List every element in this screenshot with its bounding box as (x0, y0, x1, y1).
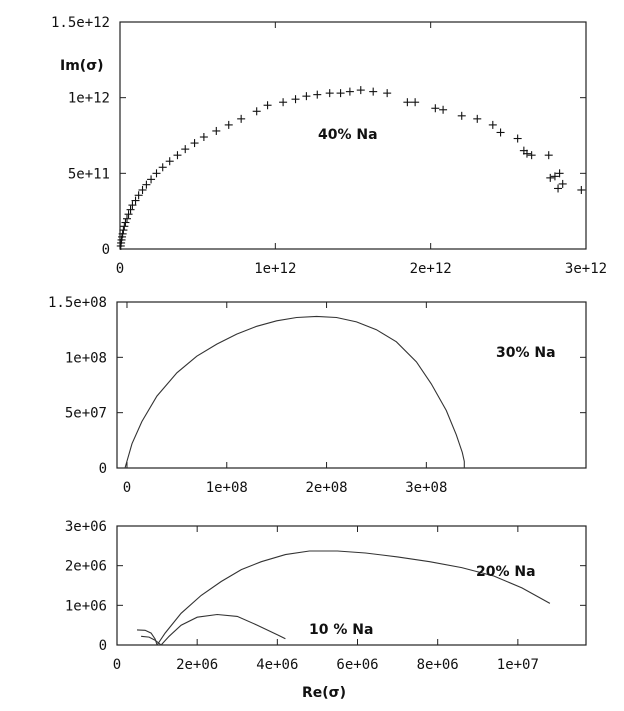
data-point-marker (134, 191, 143, 200)
y-tick-label: 5e+07 (65, 406, 107, 422)
data-point-marker (411, 98, 420, 107)
data-point-marker (124, 210, 133, 219)
x-tick-label: 2e+06 (176, 657, 218, 673)
y-tick-label: 5e+11 (68, 166, 110, 182)
data-point-marker (224, 120, 233, 129)
data-point-marker (165, 157, 174, 166)
x-tick-label: 1e+07 (497, 657, 539, 673)
data-point-marker (152, 169, 161, 178)
data-point-marker (142, 180, 151, 189)
x-tick-label: 1e+12 (254, 261, 296, 277)
data-point-marker (126, 205, 135, 214)
data-point-marker (383, 89, 392, 98)
data-point-marker (158, 163, 167, 172)
data-point-marker (302, 92, 311, 101)
x-tick-label: 0 (123, 480, 131, 496)
y-tick-label: 0 (99, 638, 107, 654)
data-point-marker (439, 105, 448, 114)
y-tick-label: 1e+12 (68, 91, 110, 107)
data-point-marker (119, 226, 128, 235)
data-point-marker (457, 111, 466, 120)
x-tick-label: 6e+06 (336, 657, 378, 673)
data-point-marker (279, 98, 288, 107)
panel-middle: 0 5e+07 1e+08 1.5e+08 0 1e+08 2e+08 3e+08 30% … (48, 295, 587, 496)
data-point-marker (128, 201, 137, 210)
data-point-marker (237, 114, 246, 123)
data-point-marker (513, 134, 522, 143)
plot-frame-top (119, 21, 587, 250)
annotation-40-na: 40% Na (318, 127, 378, 143)
data-point-marker (263, 101, 272, 110)
x-tick-label: 4e+06 (256, 657, 298, 673)
data-point-marker (555, 169, 564, 178)
data-point-marker (118, 229, 127, 238)
data-point-marker (431, 104, 440, 113)
x-tick-label: 0 (113, 657, 121, 673)
series-line-20-na-low-arc (136, 629, 158, 646)
y-tick-label: 3e+06 (65, 519, 107, 535)
data-point-marker (212, 126, 221, 135)
data-point-marker (488, 120, 497, 129)
data-point-marker (527, 151, 536, 160)
data-point-marker (120, 222, 129, 231)
data-point-marker (291, 95, 300, 104)
panel-top: 0 5e+11 1e+12 1.5e+12 0 1e+12 2e+12 3e+12 Im(σ… (51, 15, 607, 277)
x-tick-label: 2e+12 (410, 261, 452, 277)
data-point-marker (356, 86, 365, 95)
series-line-20-na (156, 550, 551, 646)
data-point-marker (122, 214, 131, 223)
x-tick-label: 1e+08 (206, 480, 248, 496)
data-point-marker (325, 89, 334, 98)
x-tick-label: 0 (116, 261, 124, 277)
data-point-marker (336, 89, 345, 98)
data-point-marker (403, 98, 412, 107)
series-line-10-na-low-arc (141, 635, 162, 646)
data-point-marker (473, 114, 482, 123)
x-axis-label: Re(σ) (302, 685, 346, 701)
y-tick-label: 2e+06 (65, 559, 107, 575)
series-line-10-na (160, 613, 286, 646)
data-point-marker (522, 149, 531, 158)
panel-bottom: 0 1e+06 2e+06 3e+06 0 2e+06 4e+06 6e+06 8e+06 1e… (65, 519, 587, 701)
data-point-marker (577, 185, 586, 194)
data-point-marker (252, 107, 261, 116)
data-point-marker (546, 173, 555, 182)
x-tick-label: 3e+08 (405, 480, 447, 496)
data-point-marker (313, 90, 322, 99)
data-point-marker (138, 185, 147, 194)
y-tick-label: 1.5e+12 (51, 15, 110, 31)
series-line-30-na (124, 315, 465, 469)
annotation-10-na: 10 % Na (309, 622, 373, 638)
data-point-marker (121, 218, 130, 227)
data-point-marker (199, 133, 208, 142)
data-point-marker (131, 196, 140, 205)
data-point-marker (554, 184, 563, 193)
annotation-30-na: 30% Na (496, 345, 556, 361)
data-point-marker (550, 172, 559, 181)
y-tick-label: 1e+08 (65, 350, 107, 366)
data-point-marker (190, 139, 199, 148)
data-point-marker (173, 151, 182, 160)
x-tick-label: 3e+12 (565, 261, 607, 277)
y-tick-label: 1e+06 (65, 598, 107, 614)
data-point-marker (147, 175, 156, 184)
data-point-marker (181, 145, 190, 154)
annotation-20-na: 20% Na (476, 564, 536, 580)
x-tick-label: 8e+06 (417, 657, 459, 673)
plot-frame-bottom (116, 525, 587, 646)
data-point-marker (345, 87, 354, 96)
data-point-marker (544, 151, 553, 160)
y-tick-label: 0 (99, 461, 107, 477)
y-tick-label: 0 (102, 242, 110, 258)
x-tick-label: 2e+08 (305, 480, 347, 496)
plot-frame-middle (116, 301, 587, 469)
data-point-marker (558, 179, 567, 188)
y-tick-label: 1.5e+08 (48, 295, 107, 311)
y-axis-label: Im(σ) (60, 58, 104, 74)
data-point-marker (369, 87, 378, 96)
data-point-marker (496, 128, 505, 137)
